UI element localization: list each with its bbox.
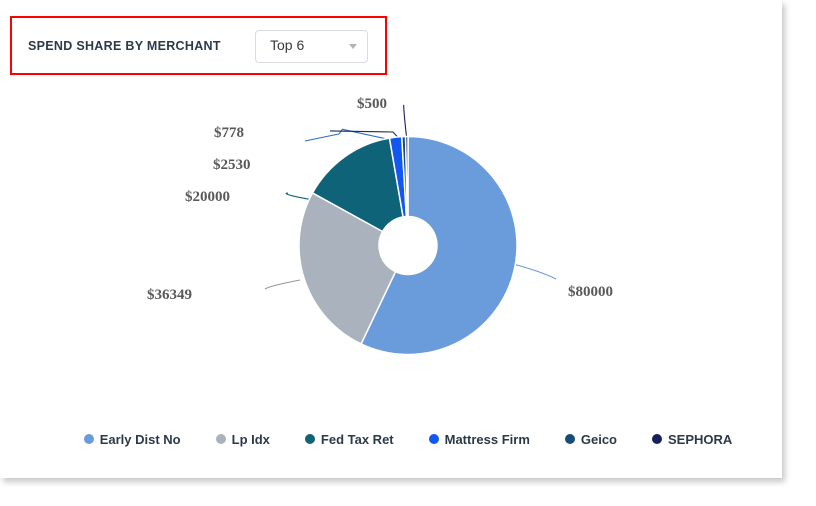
svg-text:$80000: $80000 [568, 284, 613, 300]
svg-text:$2530: $2530 [213, 157, 251, 173]
svg-text:$36349: $36349 [147, 287, 192, 303]
svg-text:$500: $500 [357, 96, 387, 112]
svg-text:$20000: $20000 [185, 189, 230, 205]
svg-text:$778: $778 [214, 125, 244, 141]
